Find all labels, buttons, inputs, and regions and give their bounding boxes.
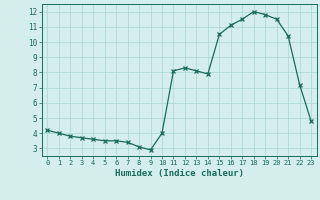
X-axis label: Humidex (Indice chaleur): Humidex (Indice chaleur) (115, 169, 244, 178)
